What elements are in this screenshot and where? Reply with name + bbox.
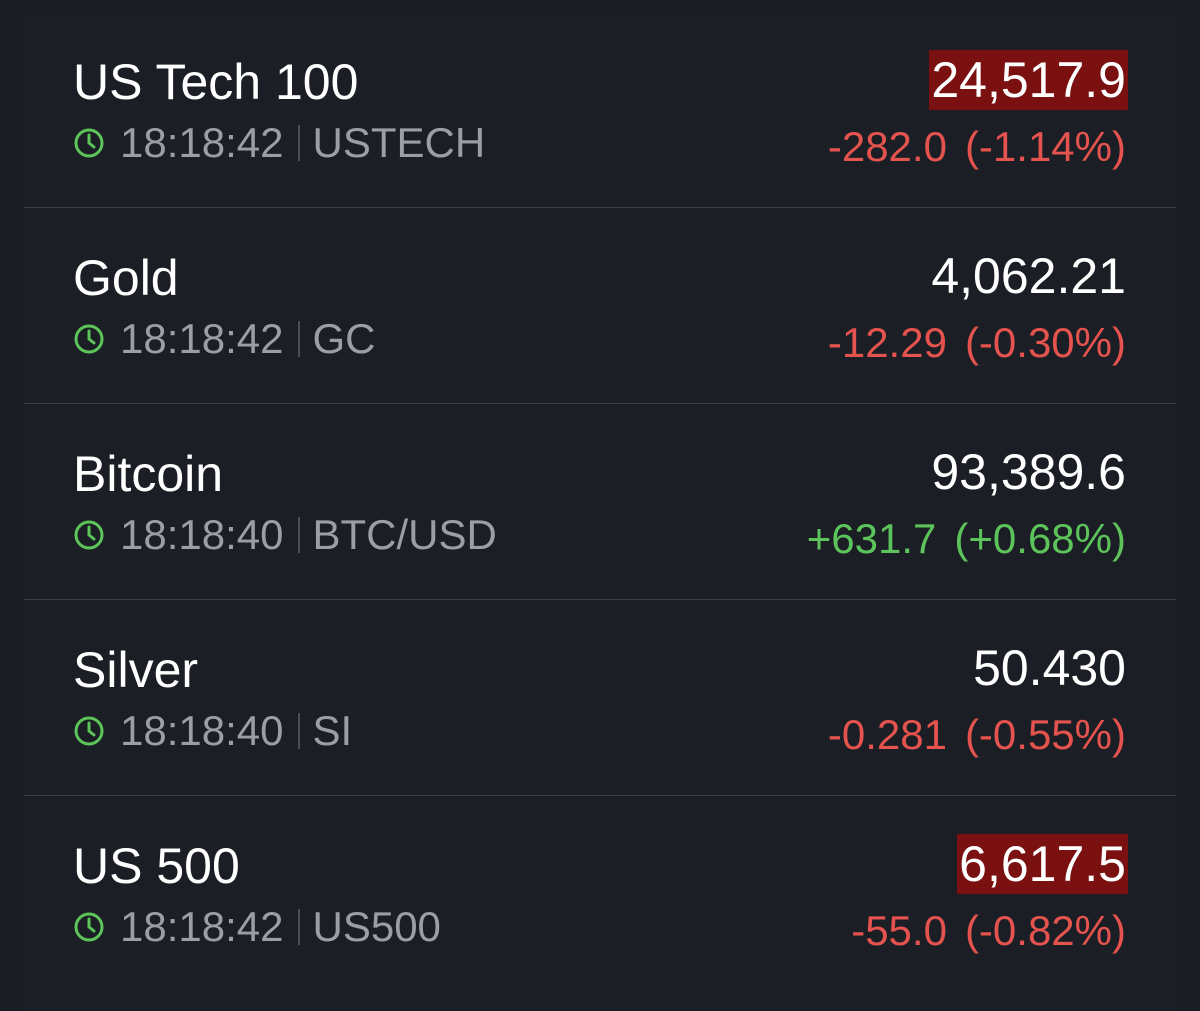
clock-icon xyxy=(73,127,105,159)
last-price: 50.430 xyxy=(973,640,1126,696)
last-price: 93,389.6 xyxy=(931,444,1126,500)
watchlist-row[interactable]: US Tech 100 18:18:42 USTECH 24,517.9 -28… xyxy=(24,12,1176,208)
instrument-meta: 18:18:40 BTC/USD xyxy=(73,514,497,556)
change-percent: (-0.30%) xyxy=(964,319,1126,366)
clock-icon xyxy=(73,715,105,747)
clock-icon xyxy=(73,911,105,943)
price-change: -282.0 (-1.14%) xyxy=(828,124,1126,170)
price-change: +631.7 (+0.68%) xyxy=(807,516,1126,562)
last-price: 4,062.21 xyxy=(931,248,1126,304)
watchlist-row[interactable]: Bitcoin 18:18:40 BTC/USD 93,389.6 +631.7… xyxy=(24,404,1176,600)
instrument-name: Gold xyxy=(73,250,179,306)
separator xyxy=(297,517,300,553)
instrument-symbol: USTECH xyxy=(312,119,486,166)
instrument-name: US 500 xyxy=(73,838,240,894)
instrument-meta: 18:18:40 SI xyxy=(73,710,352,752)
separator xyxy=(297,909,300,945)
instrument-symbol: BTC/USD xyxy=(312,511,497,558)
instrument-symbol: SI xyxy=(312,707,353,754)
price-change: -12.29 (-0.30%) xyxy=(828,320,1126,366)
instrument-meta: 18:18:42 GC xyxy=(73,318,376,360)
change-value: -0.281 xyxy=(827,711,947,758)
watchlist-row[interactable]: US 500 18:18:42 US500 6,617.5 -55.0 (-0.8… xyxy=(24,796,1176,992)
instrument-meta: 18:18:42 USTECH xyxy=(73,122,485,164)
last-update-time: 18:18:40 xyxy=(120,707,284,754)
change-value: +631.7 xyxy=(806,515,937,562)
price-change: -55.0 (-0.82%) xyxy=(851,908,1126,954)
change-percent: (-0.82%) xyxy=(964,907,1126,954)
watchlist-row[interactable]: Silver 18:18:40 SI 50.430 -0.281 (-0.55%) xyxy=(24,600,1176,796)
change-value: -55.0 xyxy=(851,907,947,954)
instrument-symbol: US500 xyxy=(312,903,441,950)
clock-icon xyxy=(73,323,105,355)
change-value: -12.29 xyxy=(827,319,947,366)
separator xyxy=(297,713,300,749)
instrument-symbol: GC xyxy=(312,315,376,362)
change-percent: (-0.55%) xyxy=(964,711,1126,758)
instrument-name: US Tech 100 xyxy=(73,54,359,110)
separator xyxy=(297,125,300,161)
instrument-name: Silver xyxy=(73,642,199,698)
instrument-name: Bitcoin xyxy=(73,446,224,502)
price-change: -0.281 (-0.55%) xyxy=(828,712,1126,758)
change-percent: (-1.14%) xyxy=(964,123,1126,170)
watchlist: US Tech 100 18:18:42 USTECH 24,517.9 -28… xyxy=(24,12,1176,1011)
change-value: -282.0 xyxy=(827,123,947,170)
last-price: 24,517.9 xyxy=(929,50,1128,110)
clock-icon xyxy=(73,519,105,551)
last-update-time: 18:18:42 xyxy=(120,315,284,362)
change-percent: (+0.68%) xyxy=(954,515,1126,562)
last-update-time: 18:18:40 xyxy=(120,511,284,558)
last-update-time: 18:18:42 xyxy=(120,903,284,950)
separator xyxy=(297,321,300,357)
last-update-time: 18:18:42 xyxy=(120,119,284,166)
last-price: 6,617.5 xyxy=(957,834,1128,894)
watchlist-row[interactable]: Gold 18:18:42 GC 4,062.21 -12.29 (-0.30%) xyxy=(24,208,1176,404)
instrument-meta: 18:18:42 US500 xyxy=(73,906,441,948)
